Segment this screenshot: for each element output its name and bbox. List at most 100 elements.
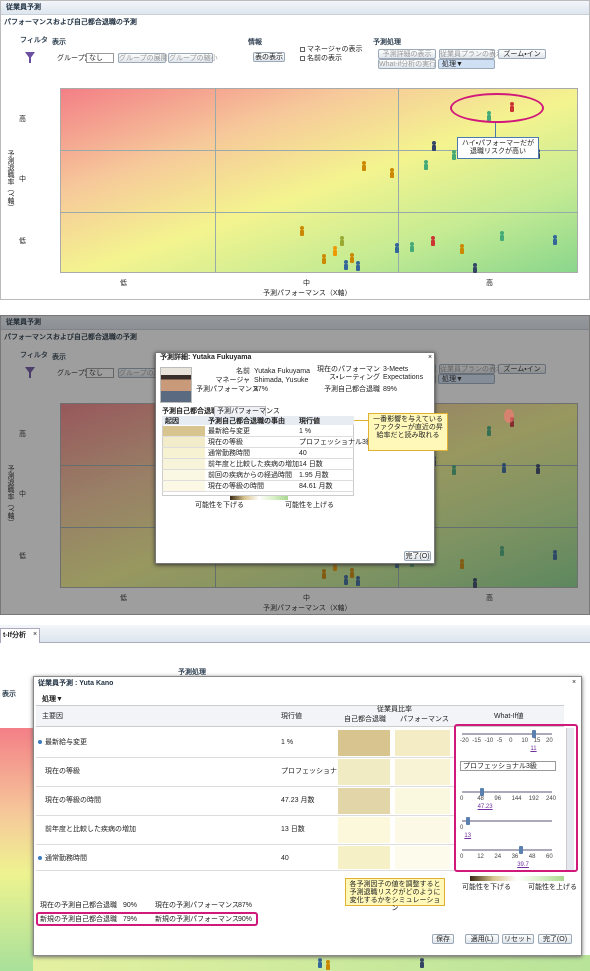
panel-title: 従業員予測: [6, 4, 41, 11]
button[interactable]: 表の表示: [253, 52, 285, 62]
person-body: [344, 579, 348, 585]
legend-label: 可能性を上げる: [285, 502, 334, 509]
person-head: [500, 231, 504, 235]
button[interactable]: グループの展開: [118, 53, 168, 63]
person-body: [362, 165, 366, 171]
person-body: [473, 267, 477, 273]
table-header: [36, 705, 564, 727]
summary-label: 現在の予測パフォーマンス: [155, 902, 239, 909]
row-factor: 最新給与変更: [45, 739, 87, 746]
person-head: [390, 168, 394, 172]
button[interactable]: 適用(L): [465, 934, 499, 944]
person-body: [333, 250, 337, 256]
ratio-cell: [395, 759, 450, 785]
slider-tick: 240: [546, 796, 557, 802]
grid-line: [398, 88, 399, 273]
person-body: [322, 258, 326, 264]
field-value: 3-Meets Expectations: [383, 366, 424, 382]
person-head: [344, 260, 348, 264]
summary-label: 新規の予測自己都合退職: [40, 916, 117, 923]
row-factor: 現在の等級: [45, 768, 80, 775]
person-body: [473, 582, 477, 588]
row-value: 1 %: [299, 428, 312, 435]
ratio-cell: [338, 759, 390, 785]
person-body: [420, 962, 424, 968]
button[interactable]: リセット: [502, 934, 534, 944]
person-body: [350, 257, 354, 263]
slider-tick: 12: [477, 854, 484, 860]
row-line: [162, 491, 354, 492]
button[interactable]: グループの縮小: [168, 53, 218, 63]
slider-tick: -15: [472, 738, 481, 744]
slider-value: 39.7: [517, 862, 529, 868]
button[interactable]: ズーム・イン: [498, 364, 546, 374]
person-body: [500, 235, 504, 241]
filter-icon: [25, 52, 35, 63]
button[interactable]: 完了(O): [538, 934, 572, 944]
label: グループ別: [57, 370, 92, 377]
callout-line: [495, 123, 496, 137]
button[interactable]: 処理▼: [438, 59, 495, 69]
modal-title: 予測詳細: Yutaka Fukuyama: [160, 354, 252, 361]
button[interactable]: 従業員プランの表示: [439, 49, 503, 59]
factor-cell: [163, 470, 205, 480]
button[interactable]: 完了(O): [404, 551, 431, 561]
person-body: [502, 467, 506, 473]
checkbox[interactable]: [300, 56, 305, 61]
checkbox[interactable]: [300, 47, 305, 52]
panel-subtitle: パフォーマンスおよび自己都合退職の予測: [4, 334, 137, 341]
button[interactable]: 従業員プランの表示: [439, 364, 503, 374]
callout-line: [354, 420, 368, 421]
field-label: マネージャ: [215, 377, 250, 384]
select[interactable]: プロフェッショナル3級: [460, 761, 556, 771]
slider-tick: 144: [511, 796, 522, 802]
person-body: [460, 248, 464, 254]
ratio-cell: [395, 817, 450, 843]
person-head: [356, 576, 360, 580]
person-head: [460, 559, 464, 563]
slider-tick: 192: [528, 796, 539, 802]
slider-tick: 0: [460, 796, 464, 802]
person-head: [460, 244, 464, 248]
button[interactable]: What-if分析の実行: [378, 59, 437, 69]
title-bar: [1, 316, 589, 330]
x-label: 中: [303, 595, 310, 602]
row-factor: 通常勤務時間: [208, 450, 250, 457]
y-title: 予測退職率（Y軸）: [7, 465, 15, 526]
close: ×: [572, 679, 577, 686]
header-cell: パフォーマンス: [400, 716, 449, 723]
ratio-cell: [338, 817, 390, 843]
section-label: 予測処理: [178, 669, 206, 676]
tab: 予測自己都合退職: [162, 408, 218, 415]
table-header-cell: 現行値: [299, 418, 320, 425]
row-factor: 前年度と比較した疾病の増加: [208, 461, 299, 468]
person-head: [300, 226, 304, 230]
row-value: 1.95 月数: [299, 472, 329, 479]
row-line: [162, 469, 354, 470]
button[interactable]: 予測詳細の表示: [378, 49, 436, 59]
button[interactable]: 処理▼: [438, 374, 495, 384]
row-line: [162, 480, 354, 481]
person-body: [452, 154, 456, 160]
slider-tick: -5: [496, 738, 503, 744]
y-label: 低: [19, 553, 26, 560]
person-body: [410, 561, 414, 567]
grid-strip: [33, 955, 590, 971]
button[interactable]: ズーム・イン: [498, 49, 546, 59]
person-head: [326, 960, 330, 964]
scrollbar: [566, 728, 574, 870]
summary-label: 現在の予測自己都合退職: [40, 902, 117, 909]
label: マネージャの表示: [307, 46, 363, 53]
tab[interactable]: 予測パフォーマンス: [214, 406, 280, 416]
panel-subtitle: パフォーマンスおよび自己都合退職の予測: [4, 19, 137, 26]
person-head: [350, 253, 354, 257]
select[interactable]: なし: [86, 53, 114, 63]
ratio-cell: [395, 846, 450, 869]
button[interactable]: 保存: [432, 934, 454, 944]
section-label: 表示: [52, 39, 66, 46]
select[interactable]: なし: [86, 368, 114, 378]
person-head: [350, 568, 354, 572]
person-head: [500, 546, 504, 550]
tab[interactable]: t-If分析: [0, 628, 40, 643]
person-body: [340, 240, 344, 246]
